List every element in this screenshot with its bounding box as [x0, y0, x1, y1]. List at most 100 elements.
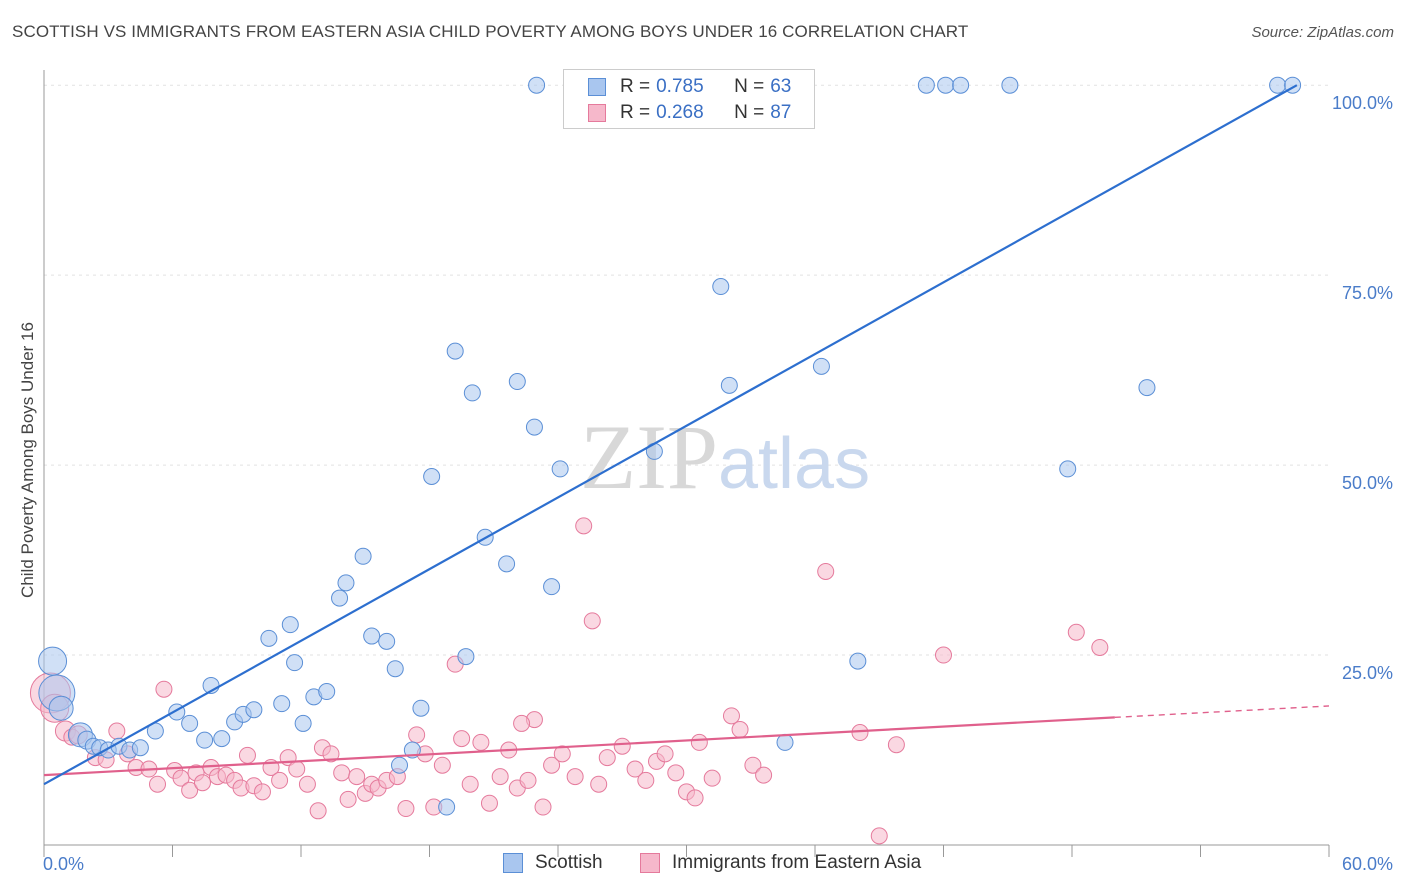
asia-point [271, 771, 289, 789]
x-tick-label: 0.0% [43, 854, 84, 874]
legend-n-label: N = [734, 76, 765, 97]
scottish-point [181, 714, 199, 732]
scottish-point [812, 357, 830, 375]
legend-r-label: R = [620, 76, 651, 97]
asia-point [339, 790, 357, 808]
asia-point [193, 774, 211, 792]
asia-point [149, 775, 167, 793]
chart-source: Source: ZipAtlas.com [1251, 24, 1394, 41]
asia-point [583, 612, 601, 630]
scottish-point [525, 418, 543, 436]
asia-point [887, 736, 905, 754]
asia-point [851, 724, 869, 742]
scottish-point [917, 76, 935, 94]
scottish-point [543, 578, 561, 596]
asia-point [108, 722, 126, 740]
asia-point [322, 745, 340, 763]
asia-point [348, 768, 366, 786]
scottish-point [498, 555, 516, 573]
asia-point [656, 745, 674, 763]
asia-point [637, 771, 655, 789]
y-tick-label: 50.0% [1342, 473, 1393, 493]
asia-point [309, 802, 327, 820]
x-tick-label: 60.0% [1342, 854, 1393, 874]
scottish-point [528, 76, 546, 94]
asia-point [172, 769, 190, 787]
asia-trendline [43, 716, 1115, 777]
scottish-point [281, 616, 299, 634]
scottish-point [446, 342, 464, 360]
legend-r-value: 0.785 [656, 76, 704, 97]
scottish-point [463, 384, 481, 402]
scottish-point [337, 574, 355, 592]
asia-point [598, 749, 616, 767]
asia-point [408, 726, 426, 744]
asia-point [534, 798, 552, 816]
scottish-point [245, 701, 263, 719]
legend-n-label: N = [734, 102, 765, 123]
asia-point [626, 760, 644, 778]
scottish-swatch [503, 853, 523, 873]
asia-point [472, 733, 490, 751]
bottom-legend-asia: Immigrants from Eastern Asia [640, 852, 921, 874]
asia-point [755, 766, 773, 784]
scottish-point [213, 730, 231, 748]
ticks: 100.0% 75.0% 50.0% 25.0% 0.0% 60.0% [43, 93, 1393, 874]
scottish-point [1001, 76, 1019, 94]
scottish-point [294, 714, 312, 732]
scottish-point [363, 627, 381, 645]
bottom-legend: Scottish Immigrants from Eastern Asia [0, 852, 1406, 876]
asia-point [744, 756, 762, 774]
scottish-point [1138, 379, 1156, 397]
asia-points [29, 517, 1109, 845]
asia-point [155, 680, 173, 698]
legend-r-label: R = [620, 102, 651, 123]
scottish-point [196, 731, 214, 749]
grid-lines [44, 84, 1329, 656]
scottish-point [391, 756, 409, 774]
scottish-point [937, 76, 955, 94]
bottom-legend-scottish: Scottish [503, 852, 603, 874]
scottish-point [378, 632, 396, 650]
legend-row-scottish: R = 0.785 N = 63 [588, 74, 791, 100]
scottish-point [318, 683, 336, 701]
scottish-point [48, 695, 74, 721]
scottish-point [776, 733, 794, 751]
scottish-point [260, 629, 278, 647]
scottish-point [457, 648, 475, 666]
asia-point [480, 794, 498, 812]
chart-title: SCOTTISH VS IMMIGRANTS FROM EASTERN ASIA… [12, 22, 969, 41]
scottish-point [508, 373, 526, 391]
scottish-point [1269, 76, 1287, 94]
asia-point [590, 775, 608, 793]
legend: R = 0.785 N = 63 R = 0.268 N = 87 [563, 69, 815, 129]
asia-point [288, 760, 306, 778]
asia-point [513, 714, 531, 732]
asia-point [667, 764, 685, 782]
asia-point [1091, 638, 1109, 656]
asia-point [575, 517, 593, 535]
asia-point [703, 769, 721, 787]
scottish-point [952, 76, 970, 94]
asia-point [686, 789, 704, 807]
asia-point [519, 771, 537, 789]
asia-point [253, 783, 271, 801]
asia-point [690, 733, 708, 751]
scottish-point [412, 699, 430, 717]
asia-point [722, 707, 740, 725]
asia-point [181, 781, 199, 799]
y-tick-label: 25.0% [1342, 663, 1393, 683]
scottish-point [1059, 460, 1077, 478]
asia-point [238, 746, 256, 764]
asia-point [491, 768, 509, 786]
legend-n-value: 87 [770, 102, 792, 123]
asia-point [870, 827, 888, 845]
scottish-point [551, 460, 569, 478]
scottish-point [286, 654, 304, 672]
asia-point [461, 775, 479, 793]
scottish-trendline [43, 84, 1298, 786]
scottish-points [38, 76, 1302, 816]
asia-point [543, 756, 561, 774]
y-axis-title: Child Poverty Among Boys Under 16 [18, 322, 37, 598]
